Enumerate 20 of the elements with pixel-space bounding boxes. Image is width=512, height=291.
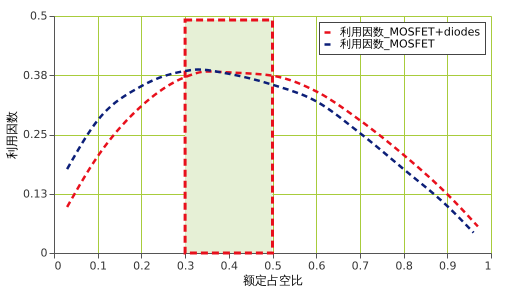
y-tick-label: 0.5 [30,10,48,22]
y-tick-label: 0.25 [23,128,48,141]
y-tick-label: 0.13 [23,187,48,200]
x-tick-label: 0.9 [439,260,457,272]
x-tick-label: 1 [484,260,492,272]
legend-label: 利用因数_MOSFET+diodes [340,26,480,38]
x-tick-label: 0 [54,260,62,272]
x-tick-label: 0.1 [89,260,107,272]
x-tick-label: 0.3 [176,260,194,272]
x-tick-label: 0.2 [133,260,151,272]
y-tick-label: 0 [40,246,48,260]
legend-label: 利用因数_MOSFET [340,38,435,50]
y-axis-title: 利用因数 [5,111,20,159]
x-tick-label: 0.6 [308,260,326,272]
x-tick-label: 0.4 [220,260,238,272]
y-tick-label: 0.38 [23,68,48,82]
x-tick-label: 0.7 [352,260,370,272]
x-axis-title: 额定占空比 [243,274,303,288]
x-tick-label: 0.8 [395,260,413,272]
x-tick-label: 0.5 [264,260,282,272]
